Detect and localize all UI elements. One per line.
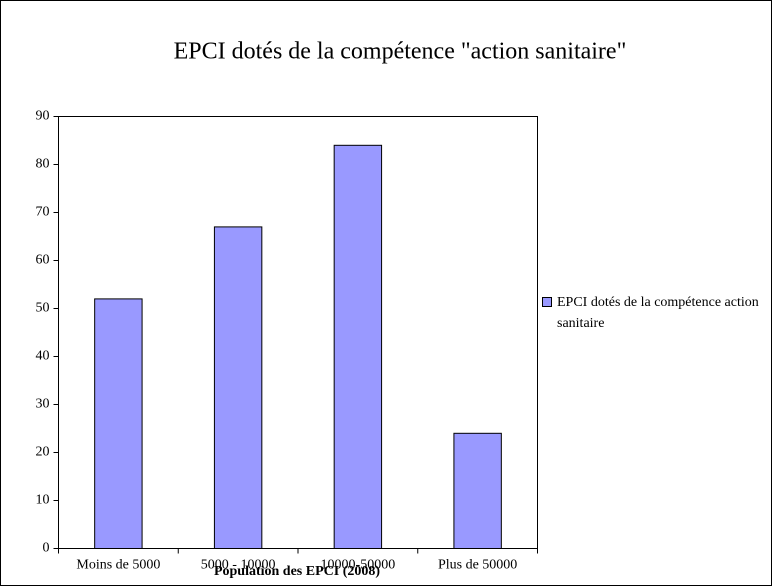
x-axis-title: Population des EPCI (2008) bbox=[214, 564, 380, 579]
y-tick-label: 20 bbox=[36, 445, 50, 460]
x-tick-label: 10000-50000 bbox=[321, 558, 396, 573]
chart-title: EPCI dotés de la compétence "action sani… bbox=[174, 39, 627, 65]
x-tick-label: Plus de 50000 bbox=[438, 558, 517, 573]
y-tick-label: 30 bbox=[36, 397, 50, 412]
y-tick-label: 90 bbox=[36, 109, 50, 124]
y-tick-label: 70 bbox=[36, 205, 50, 220]
y-tick-label: 0 bbox=[43, 541, 50, 556]
y-tick-label: 50 bbox=[36, 301, 50, 316]
y-tick-label: 40 bbox=[36, 349, 50, 364]
bar bbox=[453, 432, 502, 549]
y-tick-label: 80 bbox=[36, 157, 50, 172]
bar bbox=[94, 298, 143, 549]
bar bbox=[333, 144, 383, 550]
x-tick-label: Moins de 5000 bbox=[76, 558, 160, 573]
legend-swatch bbox=[542, 297, 552, 307]
y-tick-label: 10 bbox=[36, 493, 50, 508]
legend-label: EPCI dotés de la compétence action sanit… bbox=[557, 295, 759, 331]
y-tick-label: 60 bbox=[36, 253, 50, 268]
x-tick-label: 5000 - 10000 bbox=[201, 558, 276, 573]
bar bbox=[213, 226, 263, 549]
